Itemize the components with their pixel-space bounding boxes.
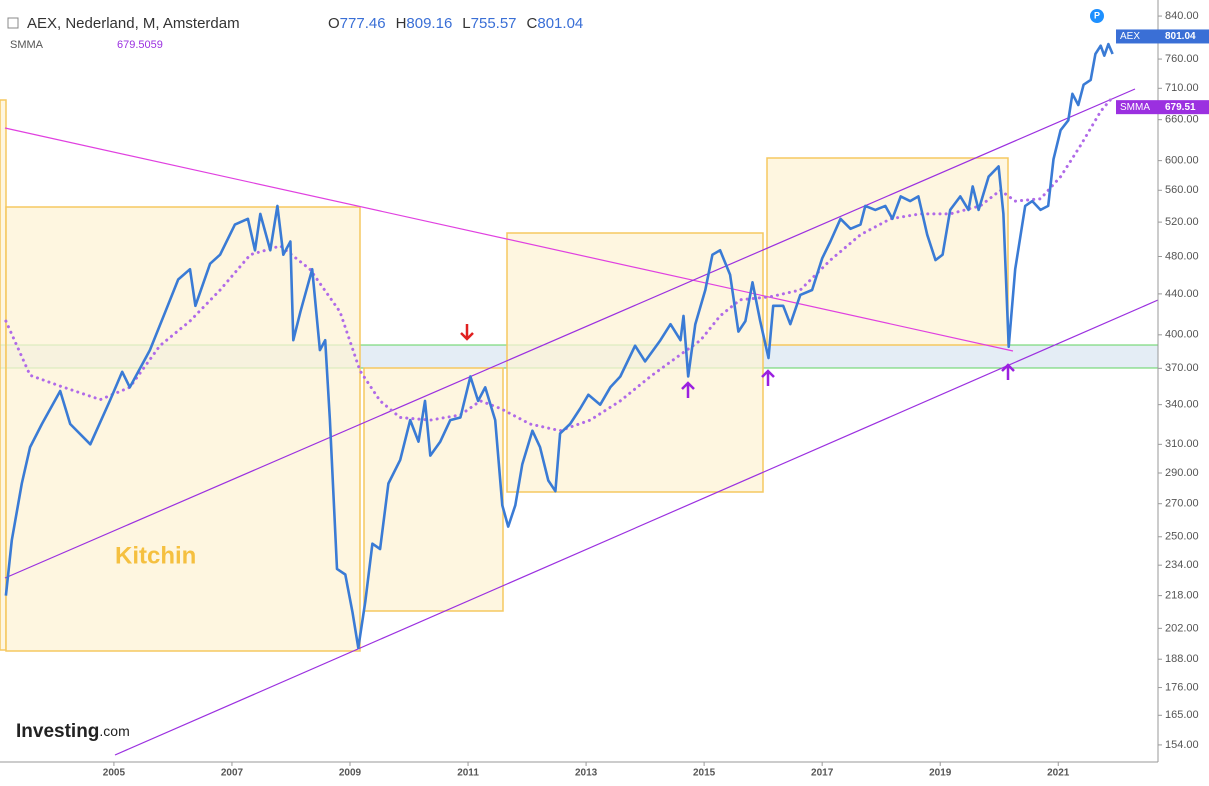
price-tag-label: 801.04 [1165, 31, 1196, 42]
ohlc-label: H [396, 15, 407, 32]
ohlc-label: L [462, 15, 470, 32]
y-tick-label: 234.00 [1165, 559, 1199, 571]
y-tick-label: 154.00 [1165, 739, 1199, 751]
arrow-down [460, 324, 474, 341]
cycle-box [766, 157, 1009, 346]
x-tick-label: 2007 [221, 768, 244, 779]
x-tick-label: 2021 [1047, 768, 1070, 779]
y-tick-label: 188.00 [1165, 653, 1199, 665]
x-tick-label: 2011 [457, 768, 479, 779]
y-tick-label: 660.00 [1165, 114, 1199, 126]
ohlc-label: C [527, 15, 538, 32]
cycle-box [0, 99, 7, 651]
ohlc-value: 801.04 [537, 15, 583, 32]
channel-line [114, 299, 1159, 756]
collapse-icon[interactable] [7, 17, 19, 29]
y-tick-label: 165.00 [1165, 709, 1199, 721]
x-tick-label: 2009 [339, 768, 362, 779]
x-tick-label: 2005 [103, 768, 126, 779]
x-tick-label: 2015 [693, 768, 716, 779]
chart-title: AEX, Nederland, M, Amsterdam [27, 15, 240, 32]
price-tag [1116, 29, 1209, 44]
badge[interactable] [1090, 9, 1104, 23]
y-tick-label: 840.00 [1165, 10, 1199, 22]
logo-suffix: .com [99, 723, 129, 739]
y-tick-label: 440.00 [1165, 288, 1199, 300]
price-tag [1116, 100, 1209, 115]
logo-brand: Investing [16, 721, 99, 742]
series-line [4, 42, 1114, 650]
y-tick-label: 290.00 [1165, 467, 1199, 479]
y-tick-label: 480.00 [1165, 250, 1199, 262]
y-tick-label: 310.00 [1165, 438, 1199, 450]
ohlc-value: 809.16 [406, 15, 452, 32]
y-tick-label: 202.00 [1165, 622, 1199, 634]
marks [4, 42, 1114, 650]
x-tick-label: 2017 [811, 768, 834, 779]
badge-label: P [1094, 10, 1100, 20]
price-tag-label: 679.51 [1165, 102, 1196, 113]
price-tag-name: SMMA [1120, 102, 1150, 113]
arrow-up [1001, 363, 1015, 380]
logo: Investing.com [16, 721, 130, 742]
y-tick-label: 520.00 [1165, 216, 1199, 228]
y-tick-label: 176.00 [1165, 681, 1199, 693]
indicator-value: 679.5059 [117, 39, 163, 51]
y-tick-label: 340.00 [1165, 399, 1199, 411]
y-tick-label: 710.00 [1165, 82, 1199, 94]
arrow-up [681, 381, 695, 398]
cycle-boxes [0, 99, 1009, 652]
ohlc-label: O [328, 15, 340, 32]
trend-line [4, 127, 1014, 352]
y-tick-label: 560.00 [1165, 184, 1199, 196]
y-tick-label: 218.00 [1165, 590, 1199, 602]
x-tick-label: 2013 [575, 768, 598, 779]
channel-line [4, 88, 1136, 579]
cycle-box [5, 206, 361, 652]
indicator-name: SMMA [10, 39, 44, 51]
cycle-box [506, 232, 764, 493]
annotation: Kitchin [115, 542, 196, 569]
x-tick-label: 2019 [929, 768, 952, 779]
ohlc-value: 777.46 [340, 15, 386, 32]
y-tick-label: 760.00 [1165, 53, 1199, 65]
ohlc-value: 755.57 [471, 15, 517, 32]
y-tick-label: 400.00 [1165, 329, 1199, 341]
ohlc: O777.46 H809.16 L755.57 C801.04 [328, 15, 583, 32]
arrows [460, 324, 1015, 398]
arrow-up [761, 369, 775, 386]
cycle-box [363, 367, 504, 612]
price-tag-name: AEX [1120, 31, 1140, 42]
y-tick-label: 370.00 [1165, 362, 1199, 374]
y-tick-label: 270.00 [1165, 498, 1199, 510]
y-tick-label: 600.00 [1165, 155, 1199, 167]
y-tick-label: 250.00 [1165, 531, 1199, 543]
